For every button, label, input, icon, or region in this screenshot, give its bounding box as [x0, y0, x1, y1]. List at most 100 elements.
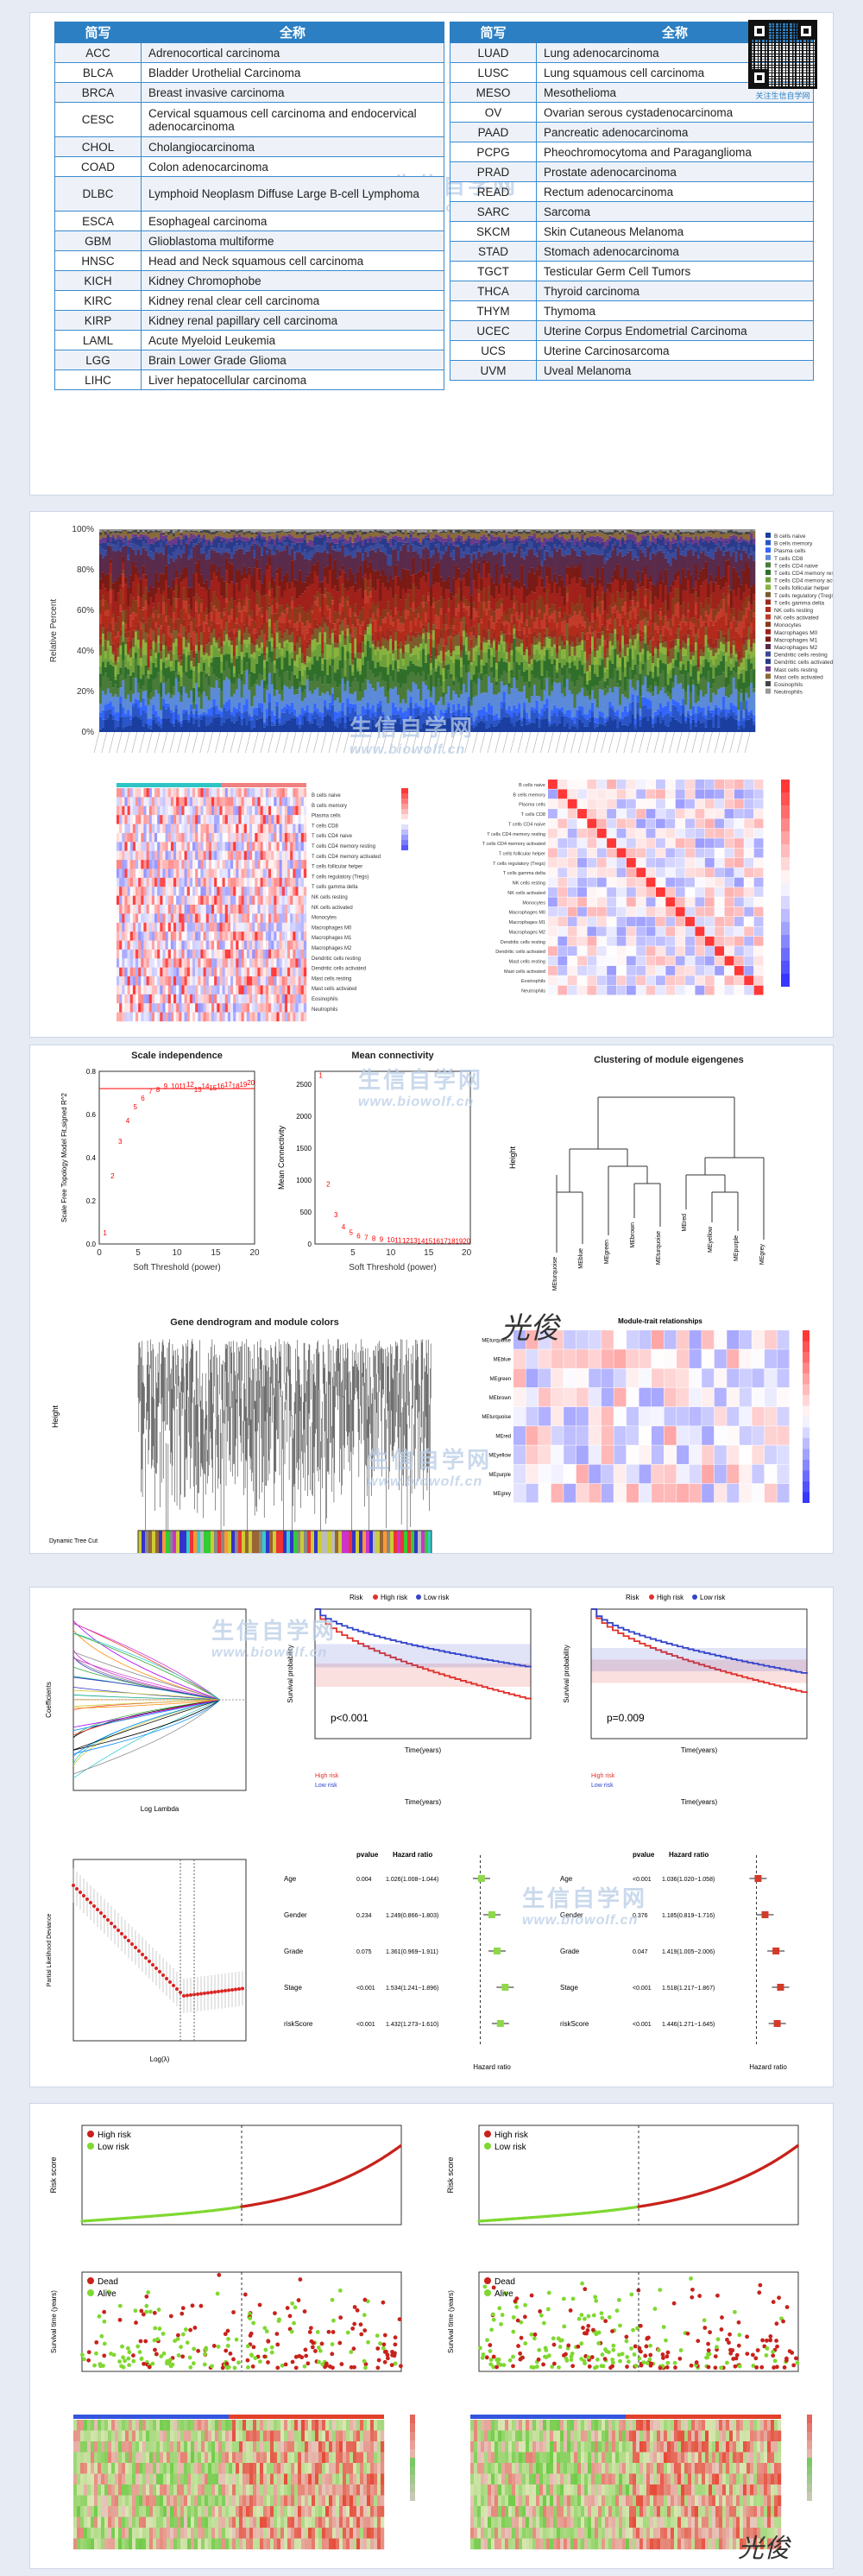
stacked-bar-segment [442, 692, 445, 698]
stacked-bar-segment [432, 541, 436, 551]
stacked-bar-segment [394, 533, 398, 536]
stacked-bar-segment [318, 622, 322, 627]
stacked-bar-segment [616, 716, 620, 729]
stacked-bar-segment [250, 536, 254, 538]
stacked-bar-segment [409, 716, 413, 732]
stacked-bar-segment [349, 587, 352, 606]
stacked-bar-segment [469, 647, 473, 663]
stacked-bar-segment [149, 661, 153, 674]
stacked-bar-segment [427, 592, 431, 597]
stacked-bar-segment [374, 536, 377, 543]
stacked-bar-segment [595, 616, 600, 633]
stacked-bar-segment [518, 619, 521, 631]
stacked-bar-segment [298, 529, 302, 533]
stacked-bar-segment [220, 717, 224, 726]
stacked-bar-segment [548, 721, 551, 724]
stacked-bar-segment [527, 531, 532, 534]
stacked-bar-segment [527, 664, 532, 667]
stacked-bar-segment [472, 647, 476, 661]
stacked-bar-segment [240, 680, 243, 698]
stacked-bar-segment [480, 659, 483, 665]
table-row: KICH Kidney Chromophobe [54, 270, 444, 291]
stacked-bar-segment [396, 541, 400, 552]
stacked-bar-segment [457, 568, 461, 578]
stacked-bar-segment [392, 538, 395, 546]
stacked-bar-segment [195, 719, 198, 732]
stacked-bar-segment [180, 550, 183, 559]
stacked-bar-segment [586, 531, 589, 533]
stacked-bar-segment [488, 562, 491, 574]
stacked-bar-segment [235, 569, 239, 584]
stacked-bar-segment [507, 647, 511, 653]
stacked-bar-segment [624, 534, 627, 540]
stacked-bar-segment [652, 531, 655, 536]
stacked-bar-segment [636, 615, 639, 625]
stacked-bar-segment [286, 582, 289, 604]
stacked-bar-segment [392, 729, 395, 732]
stacked-bar-segment [439, 551, 443, 559]
stacked-bar-segment [109, 681, 112, 693]
stacked-bar-segment [631, 549, 634, 560]
stacked-bar-segment [275, 545, 279, 550]
stacked-bar-segment [502, 584, 506, 612]
stacked-bar-segment [493, 628, 496, 633]
stacked-bar-segment [472, 580, 476, 603]
stacked-bar-segment [414, 646, 418, 654]
stacked-bar-segment [452, 711, 456, 716]
stacked-bar-segment [124, 623, 128, 629]
stacked-bar-segment [460, 710, 463, 717]
stacked-bar-segment [652, 529, 655, 531]
stacked-bar-segment [245, 533, 249, 538]
stacked-bar-segment [523, 602, 526, 623]
stacked-bar-segment [614, 605, 617, 609]
stacked-bar-segment [136, 549, 141, 573]
stacked-bar-segment [341, 611, 344, 621]
stacked-bar-segment [611, 705, 614, 710]
stacked-bar-segment [532, 636, 536, 645]
stacked-bar-segment [223, 704, 226, 708]
stacked-bar-segment [354, 592, 357, 604]
stacked-bar-segment [553, 610, 557, 622]
stacked-bar-segment [551, 637, 554, 647]
stacked-bar-segment [490, 714, 494, 724]
stacked-bar-segment [230, 645, 234, 659]
stacked-bar-segment [565, 593, 569, 602]
stacked-bar-segment [543, 537, 546, 546]
stacked-bar-segment [614, 618, 617, 629]
stacked-bar-segment [225, 622, 229, 635]
stacked-bar-segment [291, 548, 294, 561]
stacked-bar-segment [568, 645, 571, 657]
stacked-bar-segment [475, 589, 478, 609]
stacked-bar-segment [338, 536, 342, 540]
stacked-bar-segment [639, 716, 642, 720]
stacked-bar-segment [469, 705, 473, 713]
stacked-bar-segment [142, 534, 145, 537]
stacked-bar-segment [165, 718, 168, 732]
stacked-bar-segment [114, 545, 117, 552]
stacked-bar-segment [104, 609, 108, 616]
stacked-bar-segment [235, 531, 239, 534]
stacked-bar-segment [318, 677, 322, 697]
stacked-bar-segment [217, 650, 221, 657]
stacked-bar-segment [427, 622, 431, 633]
stacked-bar-segment [139, 628, 142, 647]
stacked-bar-segment [553, 644, 557, 647]
stacked-bar-segment [578, 595, 582, 611]
stacked-bar-segment [190, 660, 193, 667]
stacked-bar-segment [333, 642, 337, 648]
stacked-bar-segment [396, 714, 400, 718]
stacked-bar-segment [553, 628, 557, 637]
stacked-bar-segment [389, 616, 393, 625]
stacked-bar-segment [127, 534, 130, 540]
stacked-bar-segment [624, 666, 627, 677]
stacked-bar-segment [333, 672, 337, 681]
stacked-bar-segment [477, 590, 481, 594]
stacked-bar-segment [485, 533, 488, 537]
stacked-bar-segment [177, 598, 180, 619]
stacked-bar-segment [172, 695, 175, 712]
stacked-bar-segment [560, 716, 564, 732]
stacked-bar-segment [432, 624, 436, 631]
stacked-bar-segment [210, 716, 213, 723]
stacked-bar-segment [346, 605, 350, 616]
stacked-bar-segment [212, 605, 216, 610]
